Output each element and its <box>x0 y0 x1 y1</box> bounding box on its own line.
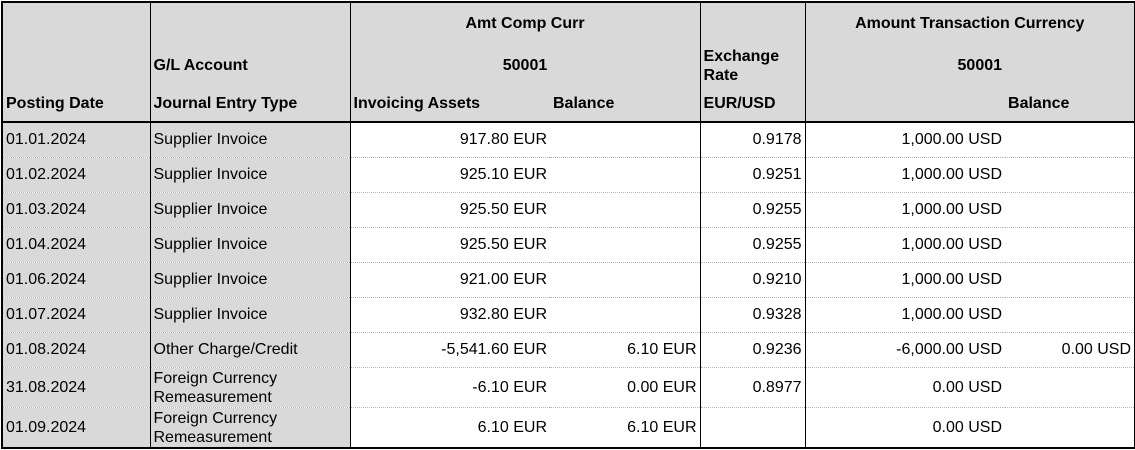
header-empty-cell <box>700 2 806 45</box>
invoicing-assets-cell: 932.80 EUR <box>350 297 550 333</box>
table-row: 31.08.2024 Foreign Currency Remeasurement… <box>2 367 1135 408</box>
posting-date-cell: 01.08.2024 <box>2 332 151 368</box>
balance-trans-cell <box>1005 297 1135 333</box>
balance-comp-cell <box>550 157 701 193</box>
table-row: 01.03.2024 Supplier Invoice 925.50 EUR 0.92… <box>2 192 1135 228</box>
posting-date-cell: 01.03.2024 <box>2 192 151 228</box>
exchange-rate-cell: 0.9255 <box>700 227 806 263</box>
invoicing-assets-cell: 917.80 EUR <box>350 122 550 158</box>
account-trans-header: 50001 <box>805 45 1006 87</box>
invoicing-assets-header: Invoicing Assets <box>350 87 550 123</box>
balance-trans-cell <box>1005 157 1135 193</box>
balance-trans-cell: 0.00 USD <box>1005 332 1135 368</box>
header-empty-cell <box>805 87 1006 123</box>
posting-date-cell: 01.07.2024 <box>2 297 151 333</box>
table-row: 01.06.2024 Supplier Invoice 921.00 EUR 0.92… <box>2 262 1135 298</box>
journal-entry-type-cell: Supplier Invoice <box>150 157 351 193</box>
invoicing-assets-cell: -6.10 EUR <box>350 367 550 408</box>
journal-entry-type-cell: Supplier Invoice <box>150 297 351 333</box>
balance-comp-cell: 6.10 EUR <box>550 407 701 448</box>
balance-trans-cell <box>1005 262 1135 298</box>
balance-comp-header: Balance <box>550 87 701 123</box>
balance-trans-cell <box>1005 122 1135 158</box>
amt-comp-curr-header: Amt Comp Curr <box>350 2 701 45</box>
eur-usd-header: EUR/USD <box>700 87 806 123</box>
amount-trans-cell: 1,000.00 USD <box>805 227 1006 263</box>
invoicing-assets-cell: 925.10 EUR <box>350 157 550 193</box>
exchange-rate-cell: 0.9251 <box>700 157 806 193</box>
invoicing-assets-cell: 925.50 EUR <box>350 192 550 228</box>
header-empty-cell <box>150 2 351 45</box>
posting-date-cell: 01.01.2024 <box>2 122 151 158</box>
balance-trans-cell <box>1005 227 1135 263</box>
posting-date-cell: 01.04.2024 <box>2 227 151 263</box>
amount-trans-cell: -6,000.00 USD <box>805 332 1006 368</box>
posting-date-cell: 31.08.2024 <box>2 367 151 408</box>
journal-entry-type-cell: Supplier Invoice <box>150 262 351 298</box>
balance-comp-cell <box>550 192 701 228</box>
header-row-1: Amt Comp Curr Amount Transaction Currenc… <box>2 2 1135 45</box>
invoicing-assets-cell: 6.10 EUR <box>477 418 547 436</box>
invoicing-assets-cell: -5,541.60 EUR <box>350 332 550 368</box>
balance-comp-cell: 0.00 EUR <box>550 367 701 408</box>
table-row: 01.09.2024 Foreign Currency Remeasurement… <box>2 407 1135 449</box>
posting-date-cell: 01.02.2024 <box>2 157 151 193</box>
header-empty-cell <box>2 45 151 87</box>
amount-trans-cell: 0.00 USD <box>932 418 1003 436</box>
amount-trans-cell: 1,000.00 USD <box>805 297 1006 333</box>
posting-date-cell: 01.06.2024 <box>2 262 151 298</box>
posting-date-cell: 01.09.2024 <box>2 407 151 448</box>
invoicing-assets-cell: 925.50 EUR <box>350 227 550 263</box>
table-row: 01.01.2024 Supplier Invoice 917.80 EUR 0.91… <box>2 122 1135 158</box>
header-row-3: Posting Date Journal Entry Type Invoicin… <box>2 87 1135 123</box>
table-row: 01.08.2024 Other Charge/Credit -5,541.60 E… <box>2 332 1135 368</box>
header-empty-cell <box>1005 45 1135 87</box>
invoicing-assets-cell: 921.00 EUR <box>350 262 550 298</box>
amount-trans-cell: 1,000.00 USD <box>805 157 1006 193</box>
journal-entry-type-cell: Supplier Invoice <box>150 122 351 158</box>
balance-comp-cell <box>550 262 701 298</box>
journal-entry-type-cell: Supplier Invoice <box>150 192 351 228</box>
balance-comp-cell <box>550 122 701 158</box>
table-row: 01.02.2024 Supplier Invoice 925.10 EUR 0.92… <box>2 157 1135 193</box>
balance-trans-cell <box>1005 367 1135 408</box>
journal-entry-type-cell: Foreign Currency Remeasurement <box>150 407 351 448</box>
exchange-rate-cell: 0.9255 <box>700 192 806 228</box>
balance-trans-header: Balance <box>1005 87 1135 123</box>
gl-account-header: G/L Account <box>150 45 351 87</box>
journal-entry-type-cell: Foreign Currency Remeasurement <box>150 367 351 408</box>
header-empty-cell <box>2 2 151 45</box>
balance-comp-cell: 6.10 EUR <box>550 332 701 368</box>
exchange-rate-cell: 0.8977 <box>700 367 806 408</box>
balance-comp-cell <box>550 297 701 333</box>
balance-trans-cell <box>1005 192 1135 228</box>
exchange-rate-header: Exchange Rate <box>700 45 806 87</box>
table-row: 01.07.2024 Supplier Invoice 932.80 EUR 0.93… <box>2 297 1135 333</box>
journal-entry-type-header: Journal Entry Type <box>150 87 351 123</box>
balance-trans-cell <box>1005 408 1135 449</box>
exchange-rate-cell: 0.9236 <box>700 332 806 368</box>
amount-transaction-currency-header: Amount Transaction Currency <box>805 2 1135 45</box>
exchange-rate-cell: 0.9210 <box>700 262 806 298</box>
amount-trans-cell: 1,000.00 USD <box>805 192 1006 228</box>
posting-date-header: Posting Date <box>2 87 151 123</box>
exchange-rate-cell: 0.9328 <box>700 297 806 333</box>
amount-trans-cell: 0.00 USD <box>805 367 1006 408</box>
header-row-2: G/L Account 50001 Exchange Rate 50001 <box>2 45 1135 87</box>
balance-comp-cell <box>550 227 701 263</box>
amount-trans-cell: 1,000.00 USD <box>805 262 1006 298</box>
account-comp-header: 50001 <box>350 45 701 87</box>
table-row: 01.04.2024 Supplier Invoice 925.50 EUR 0.92… <box>2 227 1135 263</box>
journal-entry-type-cell: Other Charge/Credit <box>150 332 351 368</box>
journal-entry-type-cell: Supplier Invoice <box>150 227 351 263</box>
exchange-rate-cell: 0.9178 <box>700 122 806 158</box>
amount-trans-cell: 1,000.00 USD <box>805 122 1006 158</box>
exchange-rate-cell <box>700 407 806 448</box>
